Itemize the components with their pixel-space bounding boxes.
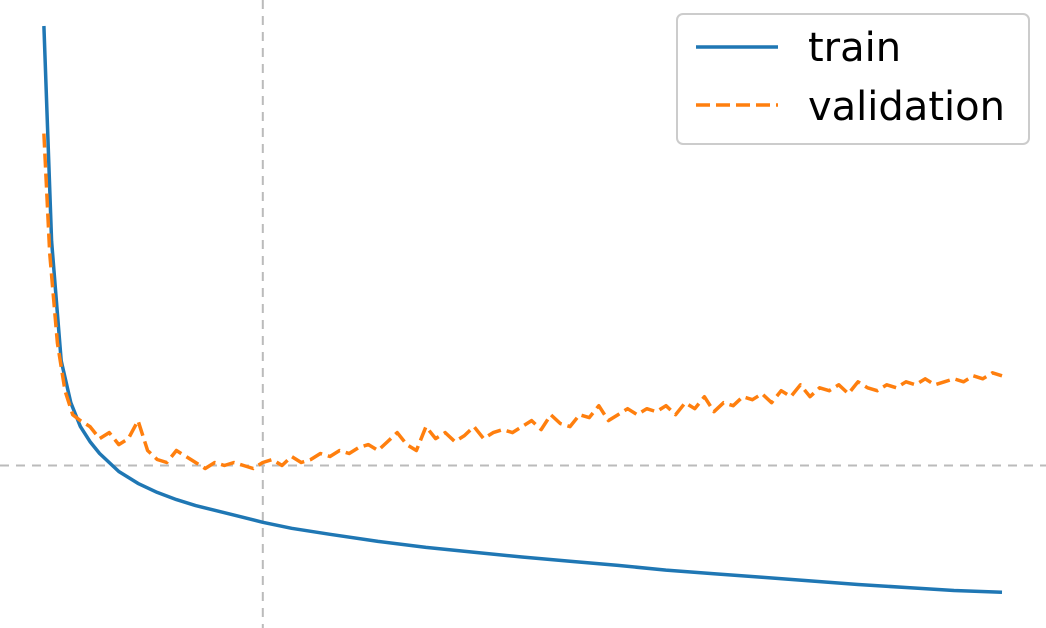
series-layer: [42, 25, 1003, 595]
legend-label-validation: validation: [808, 84, 1005, 130]
series-line-validation: [42, 133, 1003, 471]
legend-label-train: train: [808, 25, 901, 71]
series-line-train: [42, 25, 1003, 595]
legend: train validation: [676, 13, 1030, 145]
